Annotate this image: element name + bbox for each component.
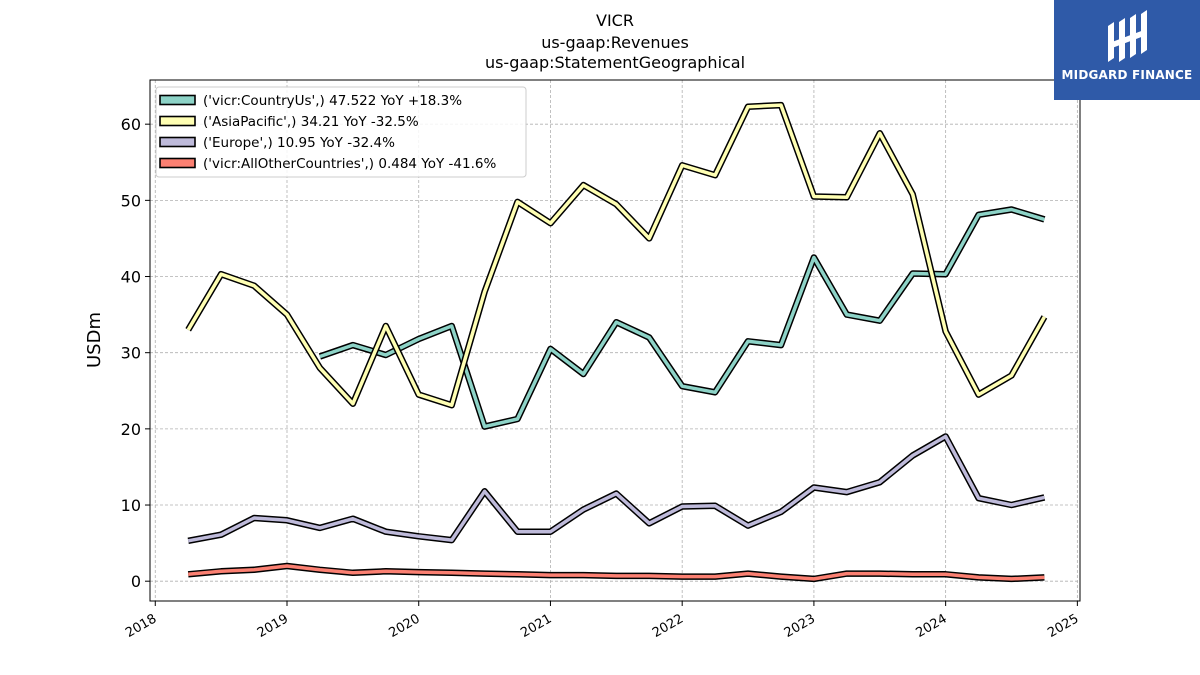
x-tick-label: 2021 xyxy=(518,611,554,641)
plot-frame xyxy=(149,79,1081,602)
y-tick-label: 0 xyxy=(131,572,141,591)
legend-swatch xyxy=(159,115,196,127)
series-line-0 xyxy=(318,206,1046,430)
legend-swatch xyxy=(159,157,196,169)
legend-swatch xyxy=(159,136,196,148)
y-axis-label: USDm xyxy=(84,312,105,368)
x-tick-label: 2019 xyxy=(255,611,291,641)
series-line-1 xyxy=(185,101,1048,409)
series-line-stroke xyxy=(319,207,1045,429)
legend-box xyxy=(155,86,527,178)
legend: ('vicr:CountryUs',) 47.522 YoY +18.3% ('A… xyxy=(155,86,527,178)
y-tick-label: 20 xyxy=(121,420,141,439)
series-line-stroke xyxy=(186,103,1046,407)
legend-label: ('AsiaPacific',) 34.21 YoY -32.5% xyxy=(203,114,419,130)
series-group xyxy=(185,101,1048,583)
y-tick-label: 60 xyxy=(121,115,141,134)
chart-title: VICR xyxy=(596,11,634,30)
chart-title-group: VICR us-gaap:Revenues us-gaap:StatementG… xyxy=(485,11,745,72)
x-tick-label: 2022 xyxy=(650,611,686,641)
legend-label: ('Europe',) 10.95 YoY -32.4% xyxy=(203,135,395,151)
chart-subtitle-2: us-gaap:StatementGeographical xyxy=(485,53,745,72)
y-tick-label: 10 xyxy=(121,496,141,515)
series-line-stroke xyxy=(188,564,1045,581)
midgard-finance-logo: MIDGARD FINANCE xyxy=(1054,0,1200,100)
x-tick-label: 2020 xyxy=(387,611,423,641)
x-axis: 2018 2019 2020 2021 2022 2023 2024 2025 xyxy=(123,601,1081,641)
x-tick-label: 2024 xyxy=(913,611,949,641)
logo-mark-icon xyxy=(1108,10,1147,62)
legend-label: ('vicr:AllOtherCountries',) 0.484 YoY -4… xyxy=(203,156,496,172)
x-tick-label: 2025 xyxy=(1045,611,1081,641)
x-tick-label: 2023 xyxy=(782,611,818,641)
chart-subtitle-1: us-gaap:Revenues xyxy=(541,33,689,52)
y-tick-label: 50 xyxy=(121,191,141,210)
logo-text: MIDGARD FINANCE xyxy=(1061,68,1193,82)
y-tick-label: 40 xyxy=(121,268,141,287)
x-tick-label: 2018 xyxy=(123,611,159,641)
y-axis: 0 10 20 30 40 50 60 xyxy=(121,115,150,591)
series-line-stroke xyxy=(187,434,1045,543)
legend-swatch xyxy=(159,94,196,106)
y-tick-label: 30 xyxy=(121,344,141,363)
series-line-2 xyxy=(187,433,1046,544)
series-line-3 xyxy=(187,562,1045,583)
legend-label: ('vicr:CountryUs',) 47.522 YoY +18.3% xyxy=(203,93,462,109)
